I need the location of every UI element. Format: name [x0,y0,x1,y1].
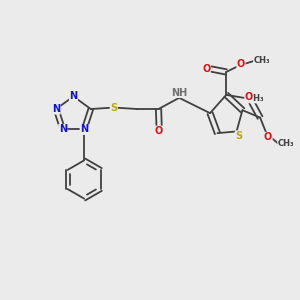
Text: NH: NH [172,88,188,98]
Text: S: S [110,103,117,112]
Text: O: O [155,126,163,136]
Text: O: O [237,59,245,69]
Text: CH₃: CH₃ [278,139,294,148]
Text: S: S [235,131,242,141]
Text: N: N [69,92,77,101]
Text: CH₃: CH₃ [254,56,270,65]
Text: O: O [245,92,253,102]
Text: CH₃: CH₃ [248,94,265,103]
Text: N: N [80,124,88,134]
Text: O: O [264,132,272,142]
Text: O: O [202,64,210,74]
Text: N: N [52,104,60,114]
Text: N: N [59,124,67,134]
